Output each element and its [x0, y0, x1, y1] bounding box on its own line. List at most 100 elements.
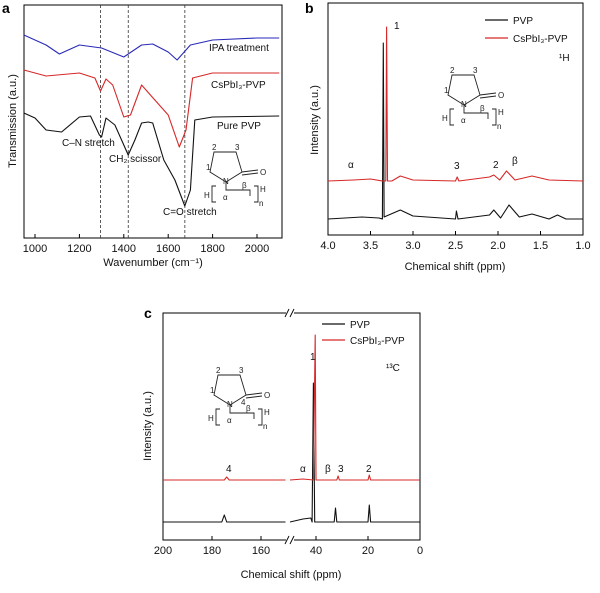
peak-label-2: 2 — [493, 160, 499, 171]
y-axis-label: Intensity (a.u.) — [309, 85, 321, 155]
svg-text:N: N — [227, 400, 233, 409]
panel-label: b — [305, 0, 314, 16]
pvp-molecule: 2 3 1 N O H α β H n — [204, 143, 266, 208]
svg-text:H: H — [260, 185, 266, 194]
series-line-pvp — [327, 42, 583, 220]
series-line-pvp — [289, 382, 420, 523]
svg-text:3: 3 — [235, 143, 240, 152]
peak-label-4: 4 — [226, 464, 232, 475]
svg-text:O: O — [498, 91, 504, 100]
x-tick-label: 1.5 — [533, 240, 548, 252]
peak-label-1: 1 — [394, 21, 400, 32]
series-group — [23, 34, 280, 207]
x-tick-label: 180 — [203, 545, 221, 557]
series-label-cspbi3: CsPbI₃-PVP — [211, 80, 266, 91]
x-tick-label: 2.0 — [490, 240, 505, 252]
plot-frame — [23, 4, 283, 239]
svg-text:α: α — [223, 193, 228, 202]
legend-label-cspbi3: CsPbI₃-PVP — [350, 336, 405, 347]
svg-text:2: 2 — [216, 366, 221, 375]
x-axis-label: Wavenumber (cm⁻¹) — [103, 257, 203, 269]
pvp-molecule: 2 3 1 N O H α β H n — [442, 66, 504, 131]
panel-label: c — [144, 305, 152, 321]
y-axis-label: Transmission (a.u.) — [7, 74, 19, 168]
x-tick-label: 40 — [310, 545, 322, 557]
svg-text:α: α — [461, 116, 466, 125]
series-label-pure-pvp: Pure PVP — [217, 121, 261, 132]
annotation-cn-stretch: C–N stretch — [62, 138, 115, 149]
x-axis-label: Chemical shift (ppm) — [241, 569, 342, 581]
svg-text:H: H — [442, 114, 448, 123]
series-label-ipa: IPA treatment — [209, 43, 269, 54]
x-tick-label: 1600 — [156, 243, 180, 255]
svg-text:H: H — [498, 108, 504, 117]
annotation-co-stretch: C=O stretch — [163, 207, 217, 218]
x-ticks: 200 180 160 40 20 0 — [154, 536, 423, 557]
svg-text:4: 4 — [241, 398, 246, 407]
svg-text:1: 1 — [444, 86, 449, 95]
x-tick-label: 3.5 — [363, 240, 378, 252]
legend: PVP CsPbI₃-PVP — [485, 16, 568, 45]
x-tick-label: 2.5 — [448, 240, 463, 252]
pvp-molecule: 2 3 1 N 4 O H α β H n — [208, 366, 270, 431]
legend-label-cspbi3: CsPbI₃-PVP — [513, 34, 568, 45]
peak-label-alpha: α — [300, 464, 306, 475]
panel-c: c 200 180 160 40 20 0 Chemical shift (ppm) In… — [142, 305, 423, 581]
svg-text:α: α — [227, 416, 232, 425]
plot-frame — [162, 312, 421, 541]
x-tick-label: 1400 — [112, 243, 136, 255]
svg-text:O: O — [260, 168, 266, 177]
svg-text:n: n — [497, 122, 501, 131]
series-line-pvp — [163, 514, 286, 523]
x-tick-label: 160 — [252, 545, 270, 557]
series-group — [163, 334, 420, 523]
svg-text:H: H — [264, 408, 270, 417]
svg-text:n: n — [263, 422, 267, 431]
series-line-pure-pvp — [23, 112, 280, 207]
peak-label-3: 3 — [454, 161, 460, 172]
svg-text:N: N — [461, 100, 467, 109]
x-tick-label: 4.0 — [320, 240, 335, 252]
svg-text:1: 1 — [206, 163, 211, 172]
x-tick-label: 2000 — [245, 243, 269, 255]
series-line-cspbi-pvp — [327, 26, 584, 182]
svg-text:H: H — [204, 191, 210, 200]
series-line-cspbi-pvp — [163, 476, 286, 481]
x-ticks: 4.0 3.5 3.0 2.5 2.0 1.5 1.0 — [320, 231, 591, 252]
peak-label-2: 2 — [366, 464, 372, 475]
x-tick-label: 0 — [417, 545, 423, 557]
y-axis-label: Intensity (a.u.) — [142, 391, 154, 461]
svg-text:β: β — [480, 104, 485, 113]
series-line-cspbi-pvp — [289, 334, 420, 481]
x-tick-label: 1800 — [200, 243, 224, 255]
svg-text:2: 2 — [450, 66, 455, 75]
annotation-ch2-scissor: CH₂ scissor — [109, 154, 162, 165]
series-line-cspbi-pvp — [23, 69, 280, 148]
svg-text:O: O — [264, 391, 270, 400]
svg-text:H: H — [208, 414, 214, 423]
svg-text:1: 1 — [210, 386, 215, 395]
peak-label-beta: β — [512, 156, 518, 167]
x-tick-label: 3.0 — [405, 240, 420, 252]
peak-label-alpha: α — [348, 160, 354, 171]
x-tick-label: 20 — [362, 545, 374, 557]
x-tick-label: 1.0 — [575, 240, 590, 252]
x-tick-label: 1000 — [23, 243, 47, 255]
peak-label-beta: β — [325, 464, 331, 475]
legend: PVP CsPbI₃-PVP — [322, 320, 405, 347]
svg-text:β: β — [246, 404, 251, 413]
nucleus-label: ¹H — [559, 53, 570, 64]
reference-lines — [100, 5, 186, 238]
legend-label-pvp: PVP — [350, 320, 370, 331]
x-tick-label: 200 — [154, 545, 172, 557]
panel-b: b 4.0 3.5 3.0 2.5 2.0 1.5 1.0 Chemical shift (… — [305, 0, 591, 273]
svg-text:β: β — [242, 181, 247, 190]
legend-label-pvp: PVP — [513, 16, 533, 27]
peak-label-1: 1 — [310, 352, 316, 363]
series-line-ipa-treatment — [23, 34, 280, 61]
series-group — [327, 26, 584, 220]
nucleus-label: ¹³C — [386, 363, 400, 374]
svg-text:N: N — [223, 177, 229, 186]
panel-a: a 1000 1200 1400 1600 1800 2000 Wavenumber (c… — [2, 0, 283, 269]
